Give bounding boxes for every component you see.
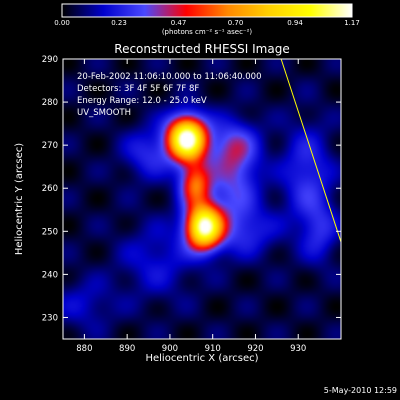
colorbar: 0.00 0.23 0.47 0.70 0.94 1.17 (photons cm⁻² s…: [54, 3, 360, 36]
colorbar-ticks: 0.00 0.23 0.47 0.70 0.94 1.17: [54, 19, 360, 27]
annotation-detectors: Detectors: 3F 4F 5F 6F 7F 8F: [77, 84, 199, 94]
heatmap-raster: [63, 59, 341, 339]
y-tick-label: 280: [42, 98, 58, 108]
x-tick-label: 910: [205, 344, 221, 354]
colorbar-tick-label: 0.47: [171, 19, 187, 27]
annotation-energy: Energy Range: 12.0 - 25.0 keV: [77, 96, 207, 106]
x-axis-label: Heliocentric X (arcsec): [145, 353, 258, 364]
colorbar-tick-label: 0.70: [228, 19, 244, 27]
colorbar-unit-label: (photons cm⁻² s⁻¹ asec⁻²): [162, 28, 253, 36]
x-tick-label: 890: [119, 344, 135, 354]
colorbar-tick-label: 0.23: [111, 19, 127, 27]
annotation-time: 20-Feb-2002 11:06:10.000 to 11:06:40.000: [77, 72, 261, 82]
colorbar-tick-label: 0.94: [287, 19, 303, 27]
footer-date: 5-May-2010 12:59: [324, 386, 397, 395]
plot-frame: [62, 58, 342, 340]
x-tick-label: 900: [162, 344, 178, 354]
solar-limb-line: [280, 58, 342, 243]
y-tick-label: 290: [42, 55, 58, 65]
chart-title: Reconstructed RHESSI Image: [114, 42, 289, 56]
colorbar-gradient: [61, 3, 353, 18]
y-tick-label: 270: [42, 141, 58, 151]
colorbar-tick-label: 0.00: [54, 19, 70, 27]
y-tick-label: 260: [42, 184, 58, 194]
heatmap-image: [62, 58, 342, 340]
y-tick-label: 250: [42, 227, 58, 237]
y-tick-label: 240: [42, 270, 58, 280]
x-axis: 880 890 900 910 920 930: [76, 59, 306, 354]
x-tick-label: 920: [247, 344, 263, 354]
annotation-method: UV_SMOOTH: [77, 108, 131, 118]
colorbar-tick-label: 1.17: [344, 19, 360, 27]
y-tick-label: 230: [42, 313, 58, 323]
annotations: 20-Feb-2002 11:06:10.000 to 11:06:40.000…: [77, 72, 261, 118]
y-axis-label: Heliocentric Y (arcsec): [14, 143, 25, 255]
x-tick-label: 880: [76, 344, 92, 354]
x-tick-label: 930: [290, 344, 306, 354]
y-axis: 230 240 250 260 270 280 290: [42, 55, 341, 323]
